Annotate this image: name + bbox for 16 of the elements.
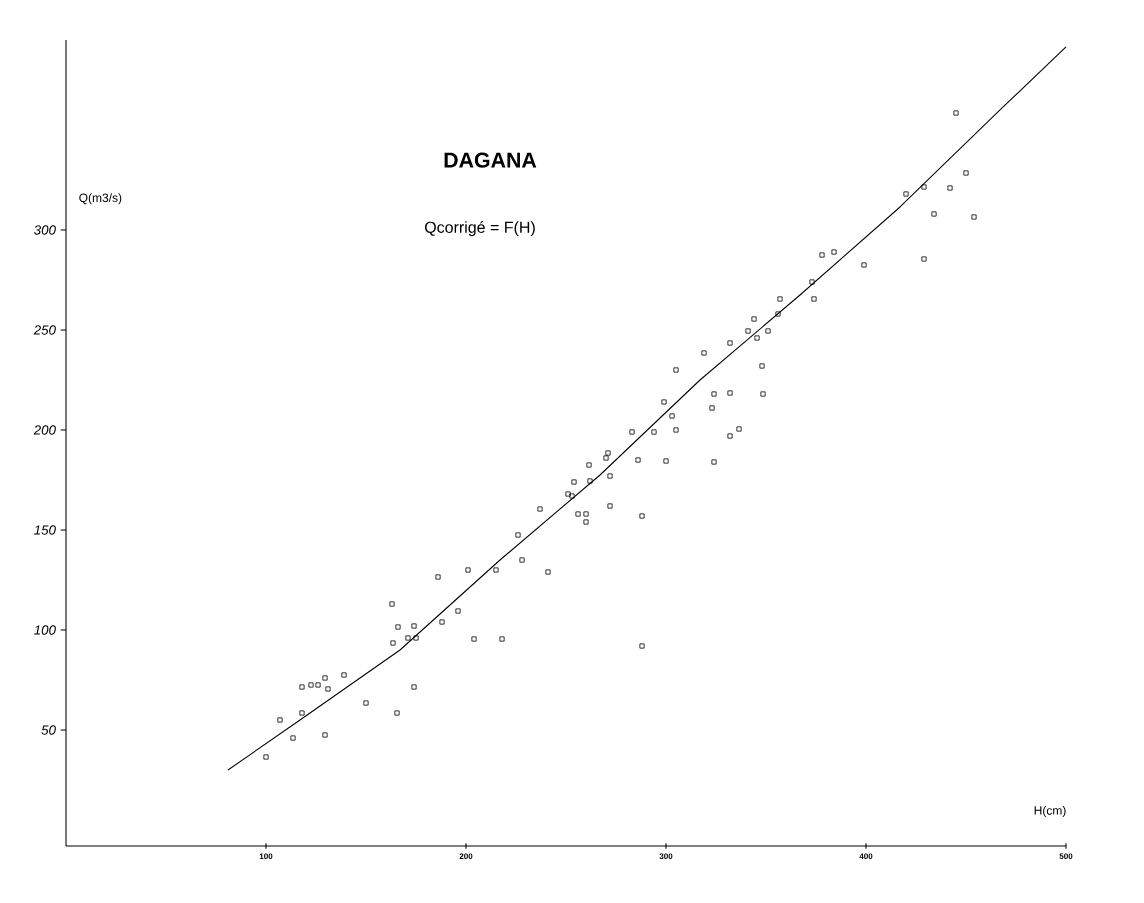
y-tick-label: 300	[34, 225, 56, 235]
x-tick-label: 400	[859, 853, 873, 860]
text: DAGANA	[444, 152, 537, 168]
x-tick-label: 100	[259, 853, 273, 860]
y-axis-title: Q(m3/s)	[79, 193, 122, 205]
y-tick-label: 150	[34, 525, 56, 535]
y-tick-label: 200	[33, 425, 56, 435]
y-tick-label: 50	[41, 725, 56, 735]
line-series	[227, 46, 1067, 771]
x-tick-label: 300	[659, 853, 673, 860]
x-tick-label: 200	[459, 853, 473, 860]
y-tick-label: 250	[33, 325, 56, 335]
x-tick-label: 500	[1059, 853, 1073, 860]
x-axis-title: H(cm)	[1034, 805, 1066, 818]
y-tick-label: 100	[34, 625, 56, 635]
text: Qcorrigé = F(H)	[424, 221, 535, 237]
